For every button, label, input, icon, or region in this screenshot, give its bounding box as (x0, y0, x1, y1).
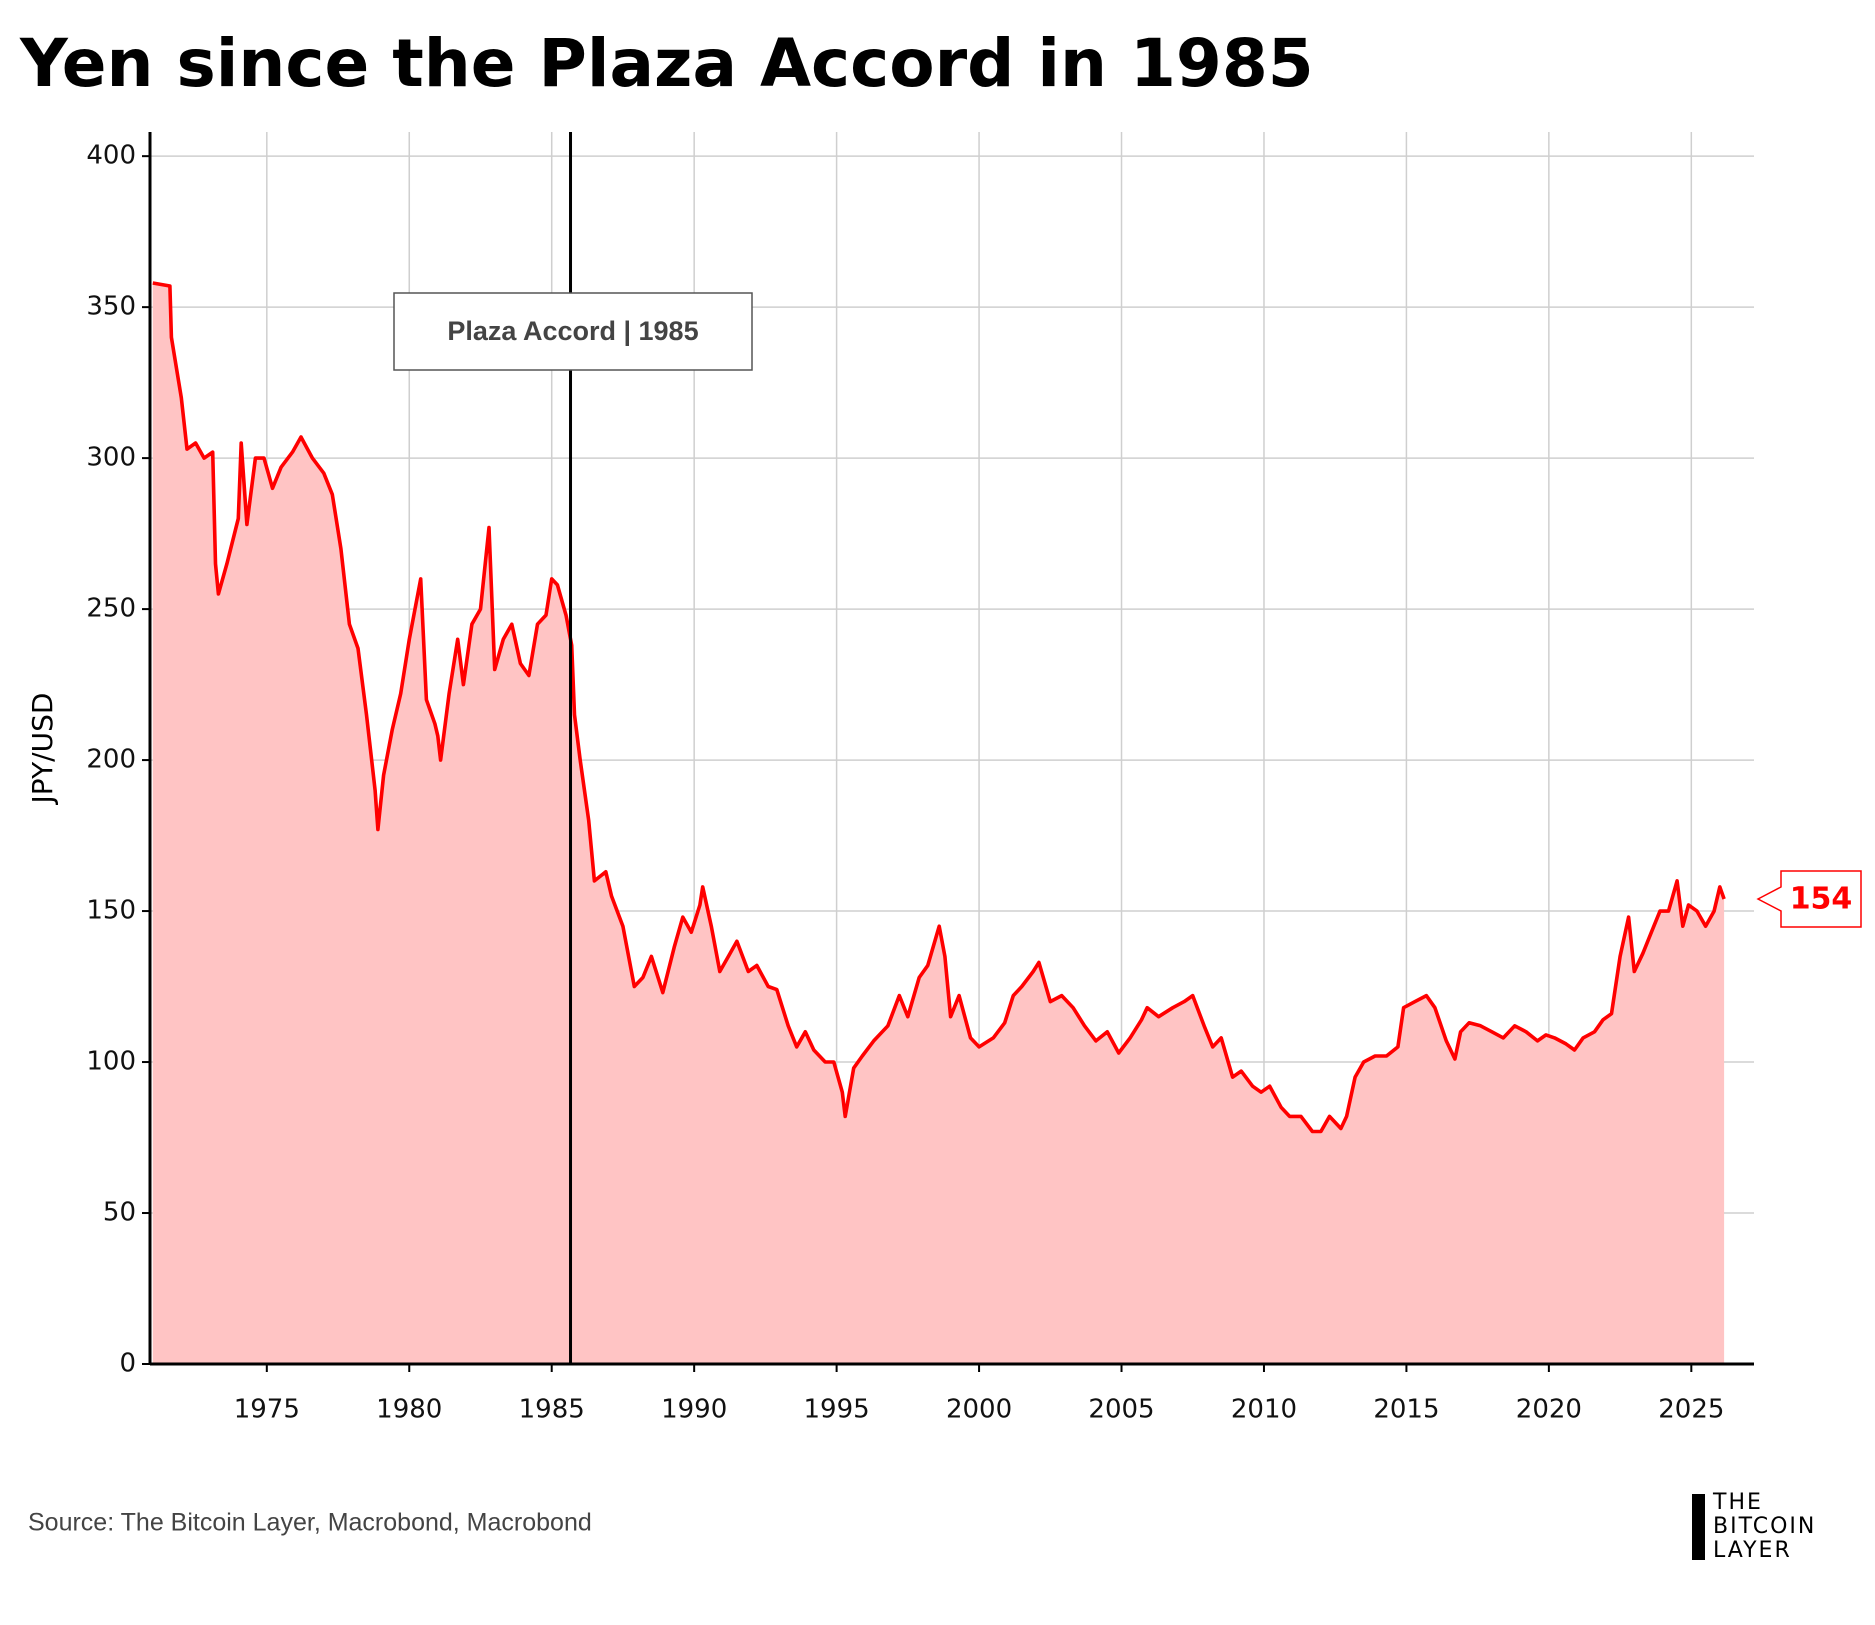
y-tick-label: 300 (86, 443, 136, 473)
y-tick-label: 400 (86, 141, 136, 171)
area-fill (152, 283, 1725, 1364)
x-tick-label: 2025 (1658, 1395, 1724, 1425)
x-tick-label: 2000 (946, 1395, 1012, 1425)
x-tick-label: 1995 (804, 1395, 870, 1425)
y-tick-label: 350 (86, 292, 136, 322)
logo-text: THE (1712, 1490, 1763, 1515)
y-tick-label: 200 (86, 745, 136, 775)
x-tick-label: 1990 (661, 1395, 727, 1425)
logo: THE BITCOIN LAYER (1692, 1490, 1816, 1563)
x-tick-label: 1975 (234, 1395, 300, 1425)
y-axis-label: JPY/USD (26, 693, 59, 806)
logo-text: LAYER (1713, 1538, 1792, 1563)
x-tick-label: 1985 (519, 1395, 585, 1425)
x-tick-label: 2015 (1373, 1395, 1439, 1425)
y-tick-label: 0 (119, 1349, 136, 1379)
x-tick-label: 1980 (376, 1395, 442, 1425)
value-callout (1756, 870, 1862, 928)
annotation-label: Plaza Accord | 1985 (447, 316, 698, 346)
annotation-box (393, 292, 753, 371)
x-tick-label: 2005 (1088, 1395, 1154, 1425)
source-note: Source: The Bitcoin Layer, Macrobond, Ma… (28, 1509, 592, 1537)
logo-bar (1692, 1494, 1705, 1560)
x-tick-label: 2020 (1516, 1395, 1582, 1425)
y-tick-label: 50 (103, 1198, 136, 1228)
logo-text: BITCOIN (1713, 1514, 1816, 1539)
y-tick-label: 250 (86, 594, 136, 624)
value-label: 154 (1790, 881, 1853, 916)
y-tick-label: 100 (86, 1047, 136, 1077)
line (152, 281, 1726, 1134)
y-tick-label: 150 (86, 896, 136, 926)
x-tick-label: 2010 (1231, 1395, 1297, 1425)
chart-title: Yen since the Plaza Accord in 1985 (19, 25, 1314, 102)
